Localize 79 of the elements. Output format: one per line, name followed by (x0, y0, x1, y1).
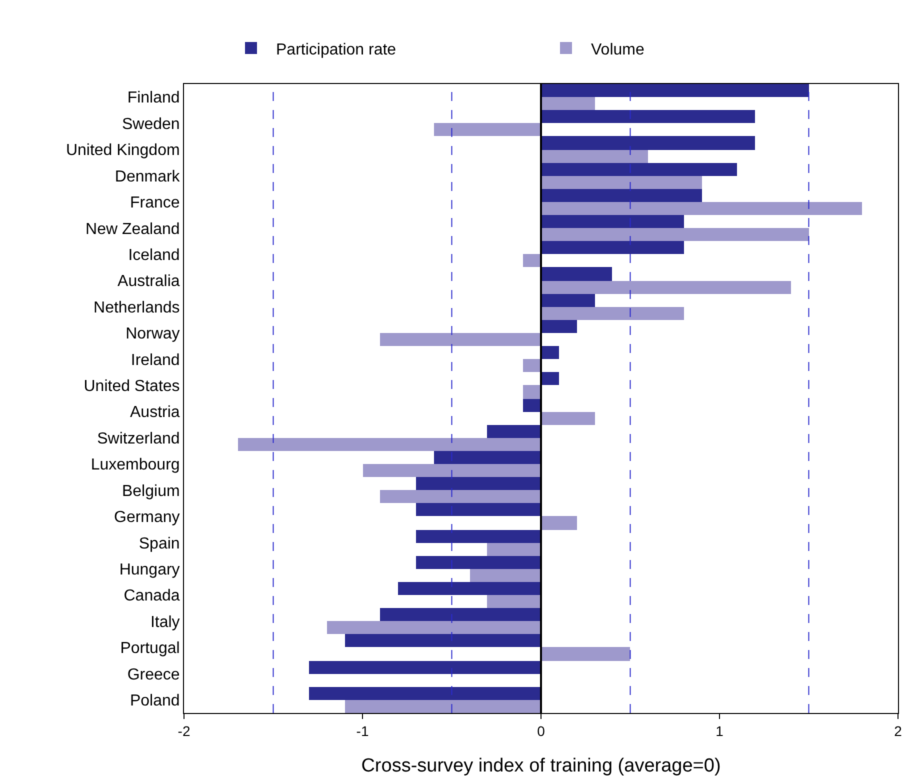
bar (487, 595, 541, 608)
y-tick-label: Canada (124, 588, 180, 605)
x-tick-label: 1 (716, 722, 724, 739)
y-tick-label: France (130, 194, 180, 212)
bar (238, 438, 541, 451)
bar (398, 582, 541, 595)
bar (541, 647, 630, 661)
bar (470, 569, 541, 582)
bar (541, 176, 702, 189)
legend-label: Participation rate (276, 41, 396, 58)
y-tick-label: Ireland (130, 352, 180, 369)
y-tick-label: Norway (126, 326, 180, 343)
y-tick-label: Switzerland (97, 430, 180, 448)
y-tick-label: Belgium (122, 482, 180, 500)
bar (380, 333, 541, 346)
bar (541, 110, 755, 123)
y-tick-label: Portugal (120, 640, 180, 658)
bar (541, 294, 595, 307)
bar (541, 202, 862, 215)
x-tick-label: 2 (894, 722, 902, 739)
bar (523, 399, 541, 412)
bar (416, 530, 541, 543)
bar (541, 372, 559, 385)
y-tick-label: Greece (127, 666, 180, 684)
bar (416, 556, 541, 569)
bar (541, 150, 648, 163)
bar (541, 136, 755, 150)
y-tick-label: Spain (138, 535, 180, 552)
y-tick-label: New Zealand (86, 220, 180, 238)
bar (523, 359, 541, 372)
y-tick-label: Denmark (114, 168, 181, 186)
bar (541, 228, 809, 241)
bar (434, 123, 541, 136)
legend-label: Volume (591, 41, 644, 58)
y-tick-label: Sweden (122, 116, 180, 133)
y-tick-label: Luxembourg (90, 456, 180, 474)
x-tick-label: 0 (537, 722, 546, 739)
x-axis-title: Cross-survey index of training (average=0) (361, 756, 721, 777)
bar (345, 700, 541, 713)
bar (523, 385, 541, 399)
bar (487, 425, 541, 438)
bar (523, 254, 541, 267)
y-tick-label: Poland (130, 692, 180, 710)
y-tick-label: Finland (127, 90, 180, 107)
bar (309, 661, 541, 674)
bar (541, 307, 684, 320)
y-tick-label: Hungary (119, 561, 180, 578)
y-tick-label: United Kingdom (66, 142, 180, 160)
bar (309, 687, 541, 700)
y-tick-label: Iceland (128, 246, 180, 264)
bar (487, 543, 541, 556)
bar (541, 241, 684, 254)
y-tick-label: Germany (114, 509, 180, 526)
bar (541, 97, 595, 110)
bar (363, 464, 541, 477)
x-tick-label: -2 (178, 722, 190, 739)
bar (380, 490, 541, 503)
bar (345, 634, 541, 647)
bar (434, 451, 541, 464)
bar (416, 503, 541, 516)
y-tick-label: Australia (118, 273, 180, 290)
bar (541, 189, 702, 202)
bar (541, 516, 577, 530)
bar (541, 215, 684, 228)
y-tick-label: United States (84, 378, 180, 395)
bar (541, 346, 559, 359)
bar (541, 84, 809, 97)
bar (541, 320, 577, 333)
y-tick-label: Austria (130, 404, 180, 422)
bar (380, 608, 541, 621)
x-tick-label: -1 (356, 722, 369, 739)
bar (416, 477, 541, 490)
y-tick-label: Italy (150, 614, 180, 631)
y-tick-label: Netherlands (94, 299, 180, 316)
bar (541, 412, 595, 425)
bar (327, 621, 541, 634)
bar (541, 281, 791, 294)
bar (541, 267, 612, 281)
bar (541, 163, 737, 176)
